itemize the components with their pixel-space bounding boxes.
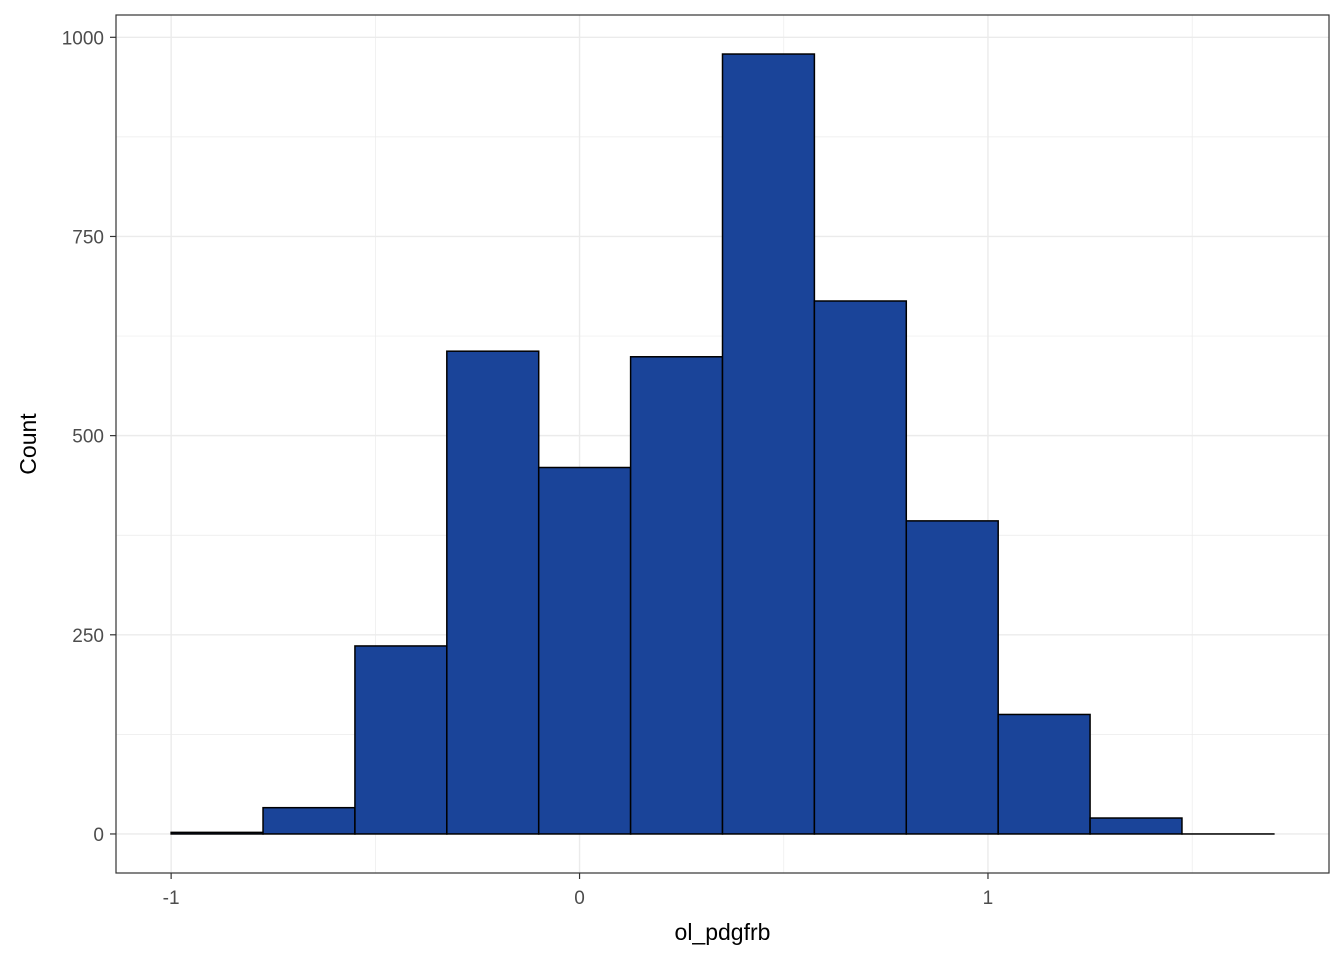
x-tick-label: 0 <box>574 888 585 909</box>
y-tick-label: 750 <box>72 227 104 248</box>
x-tick-label: -1 <box>163 888 180 909</box>
histogram-bar-9 <box>997 713 1091 835</box>
y-axis-title: Count <box>15 413 41 475</box>
y-tick-label: 1000 <box>62 28 104 49</box>
histogram-bar-1 <box>262 806 356 835</box>
y-tick-label: 500 <box>72 427 104 448</box>
x-axis-title: ol_pdgfrb <box>675 919 771 945</box>
histogram-bar-2 <box>354 645 448 835</box>
panel-border <box>115 14 1330 874</box>
histogram-bar-4 <box>537 466 632 835</box>
histogram-bars <box>170 53 1275 835</box>
histogram-bar-7 <box>813 300 908 835</box>
histogram-bar-3 <box>446 350 540 835</box>
y-tick-label: 0 <box>93 825 104 846</box>
y-axis-ticks: 0 250 500 750 1000 <box>62 28 116 846</box>
histogram-bar-6 <box>721 53 816 835</box>
histogram-bar-0 <box>170 831 264 835</box>
histogram-bar-5 <box>629 356 724 835</box>
y-tick-label: 250 <box>72 626 104 647</box>
x-axis-ticks: -1 0 1 <box>163 873 994 909</box>
histogram-bar-8 <box>905 520 999 835</box>
histogram-bar-10 <box>1089 817 1183 835</box>
x-tick-label: 1 <box>983 888 994 909</box>
